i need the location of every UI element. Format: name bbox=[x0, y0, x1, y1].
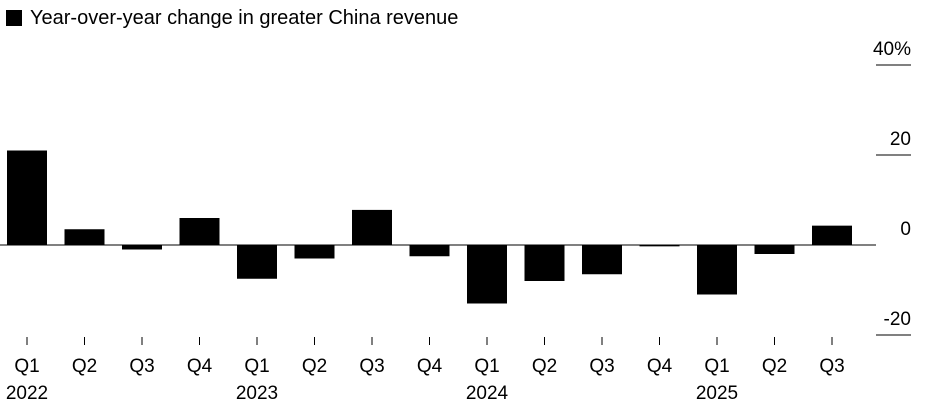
y-tick-label: 40% bbox=[873, 39, 911, 60]
x-tick-label: Q4 bbox=[647, 356, 673, 377]
y-tick-label: -20 bbox=[884, 309, 911, 330]
legend-label: Year-over-year change in greater China r… bbox=[30, 7, 459, 29]
x-tick-label: Q3 bbox=[819, 356, 844, 377]
legend: Year-over-year change in greater China r… bbox=[6, 6, 458, 30]
bar bbox=[7, 150, 47, 245]
bar bbox=[812, 225, 852, 245]
x-tick-label: Q2 bbox=[72, 356, 97, 377]
legend-swatch bbox=[6, 10, 22, 26]
x-tick-label: Q1 bbox=[244, 356, 269, 377]
bar bbox=[467, 245, 507, 304]
bar bbox=[639, 245, 680, 247]
x-tick-label: Q2 bbox=[532, 356, 557, 377]
x-year-label: 2025 bbox=[696, 383, 738, 404]
x-tick-label: Q3 bbox=[589, 356, 614, 377]
bar bbox=[352, 209, 392, 245]
bar bbox=[179, 218, 220, 245]
bar bbox=[294, 245, 335, 259]
bar bbox=[409, 245, 450, 257]
x-tick-label: Q1 bbox=[14, 356, 39, 377]
x-tick-label: Q2 bbox=[302, 356, 327, 377]
x-year-label: 2023 bbox=[236, 383, 278, 404]
x-year-label: 2022 bbox=[6, 383, 48, 404]
y-tick-label: 20 bbox=[890, 129, 911, 150]
bar bbox=[754, 245, 795, 254]
x-year-label: 2024 bbox=[466, 383, 509, 404]
bar bbox=[582, 245, 622, 275]
x-tick-label: Q4 bbox=[187, 356, 213, 377]
bar bbox=[697, 245, 737, 295]
x-tick-label: Q2 bbox=[762, 356, 787, 377]
x-tick-label: Q1 bbox=[704, 356, 729, 377]
x-tick-label: Q3 bbox=[129, 356, 154, 377]
y-tick-label: 0 bbox=[900, 219, 911, 240]
bar bbox=[524, 245, 565, 281]
x-tick-label: Q4 bbox=[417, 356, 443, 377]
bar bbox=[64, 229, 105, 245]
x-tick-label: Q3 bbox=[359, 356, 384, 377]
x-tick-label: Q1 bbox=[474, 356, 499, 377]
bar bbox=[122, 245, 162, 250]
bar bbox=[237, 245, 277, 279]
